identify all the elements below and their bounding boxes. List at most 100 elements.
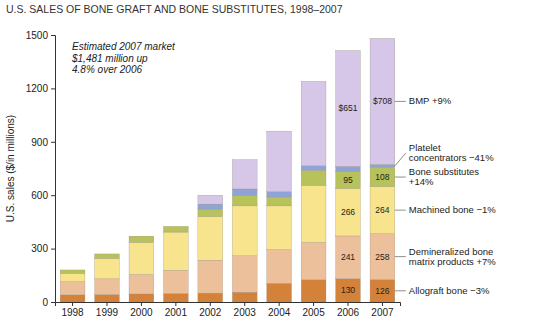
series-bars: [198, 164, 395, 209]
tick: 2003: [234, 302, 257, 318]
data-label: 108: [375, 172, 389, 182]
tick-mark: [106, 302, 107, 306]
bar-segment: [198, 260, 223, 293]
legend-connector: [395, 177, 406, 178]
data-label: 266: [341, 207, 355, 217]
legend-label: Bone substitutes+14%: [409, 166, 479, 187]
bar-segment: [60, 269, 85, 270]
bar-segment: [232, 195, 257, 206]
tick-label: 300: [31, 243, 48, 254]
bar-segment: [198, 217, 223, 261]
data-label: $708: [373, 96, 392, 106]
tick: 2006: [337, 302, 360, 318]
bar-segment: [336, 279, 361, 302]
tick: 2002: [199, 302, 222, 318]
bar-segment: [336, 166, 361, 171]
tick-mark: [72, 302, 73, 306]
bar-segment: [163, 232, 188, 270]
y-axis-title: U.S. sales ($/in millions): [5, 115, 16, 222]
bar-segment: [232, 160, 257, 189]
x-axis: 1998199920002001200220032004200520062007: [56, 302, 401, 318]
bar-segment: [129, 294, 154, 302]
data-labels: 13012624125826626495108$651$708: [339, 96, 393, 295]
tick-mark: [348, 302, 349, 306]
legend-label: Plateletconcentrators −41%: [409, 142, 494, 163]
tick-label: 2002: [199, 307, 222, 318]
bar-segment: [95, 253, 120, 254]
tick: 2001: [165, 302, 188, 318]
bar-segment: [60, 295, 85, 302]
bar-segment: [267, 131, 292, 192]
bar-segment: [370, 280, 395, 302]
tick-mark: [51, 195, 55, 196]
tick: 1998: [61, 302, 84, 318]
tick: 300: [31, 243, 55, 254]
bar-segment: [95, 258, 120, 278]
tick-mark: [51, 142, 55, 143]
tick-label: 1200: [26, 83, 49, 94]
legend-connector: [395, 153, 406, 166]
bar-segment: [370, 38, 395, 164]
bar-segment: [370, 187, 395, 234]
bar-segment: [267, 283, 292, 302]
tick-label: 2007: [371, 307, 394, 318]
bar-segment: [129, 236, 154, 237]
tick-label: 1998: [61, 307, 84, 318]
legend-label: Demineralized bonematrix products +7%: [409, 246, 496, 267]
tick: 2004: [268, 302, 291, 318]
bar-segment: [95, 254, 120, 258]
bar-segment: [336, 172, 361, 189]
series-bars: [60, 167, 395, 273]
tick-mark: [141, 302, 142, 306]
bar-segment: [198, 209, 223, 216]
bar-segment: [370, 164, 395, 167]
bar-segment: [301, 242, 326, 279]
legend: Allograft bone −3%Demineralized bonematr…: [395, 95, 496, 295]
bar-segment: [267, 249, 292, 283]
data-label: 264: [375, 205, 389, 215]
bar-segment: [129, 242, 154, 274]
bar-segment: [60, 269, 85, 270]
tick: 2005: [302, 302, 325, 318]
tick: 1500: [26, 30, 55, 41]
title: U.S. SALES OF BONE GRAFT AND BONE SUBSTI…: [6, 3, 343, 15]
bars: [60, 38, 395, 302]
tick: 600: [31, 190, 55, 201]
tick-mark: [210, 302, 211, 306]
legend-connector: [395, 256, 406, 257]
series-bars: [60, 234, 395, 295]
bar-segment: [336, 236, 361, 279]
data-label: 258: [375, 252, 389, 262]
bar-segment: [163, 226, 188, 232]
bar-segment: [163, 226, 188, 227]
bar-segment: [370, 234, 395, 280]
tick: 2007: [371, 302, 394, 318]
axis-line: [56, 303, 401, 307]
tick: 900: [31, 137, 55, 148]
legend-label: BMP +9%: [409, 95, 452, 106]
bar-segment: [129, 274, 154, 294]
bar-segment: [129, 236, 154, 237]
tick-label: 2005: [302, 307, 325, 318]
tick-label: 1999: [96, 307, 119, 318]
bar-segment: [198, 204, 223, 209]
data-label: 126: [375, 286, 389, 296]
tick-label: 2004: [268, 307, 291, 318]
bar-segment: [60, 274, 85, 282]
tick-label: 900: [31, 137, 48, 148]
bar-segment: [301, 185, 326, 242]
tick-label: 1500: [26, 30, 49, 41]
annotation: $1,481 million up: [71, 53, 148, 64]
legend-label: Machined bone −1%: [409, 204, 496, 215]
bar-segment: [336, 50, 361, 166]
tick-label: 2006: [337, 307, 360, 318]
bar-segment: [95, 253, 120, 254]
tick-mark: [313, 302, 314, 306]
tick-label: 2001: [165, 307, 188, 318]
data-label: 95: [343, 175, 353, 185]
bar-segment: [163, 270, 188, 293]
bar-segment: [267, 192, 292, 197]
tick-mark: [279, 302, 280, 306]
tick-mark: [175, 302, 176, 306]
tick-label: 600: [31, 190, 48, 201]
